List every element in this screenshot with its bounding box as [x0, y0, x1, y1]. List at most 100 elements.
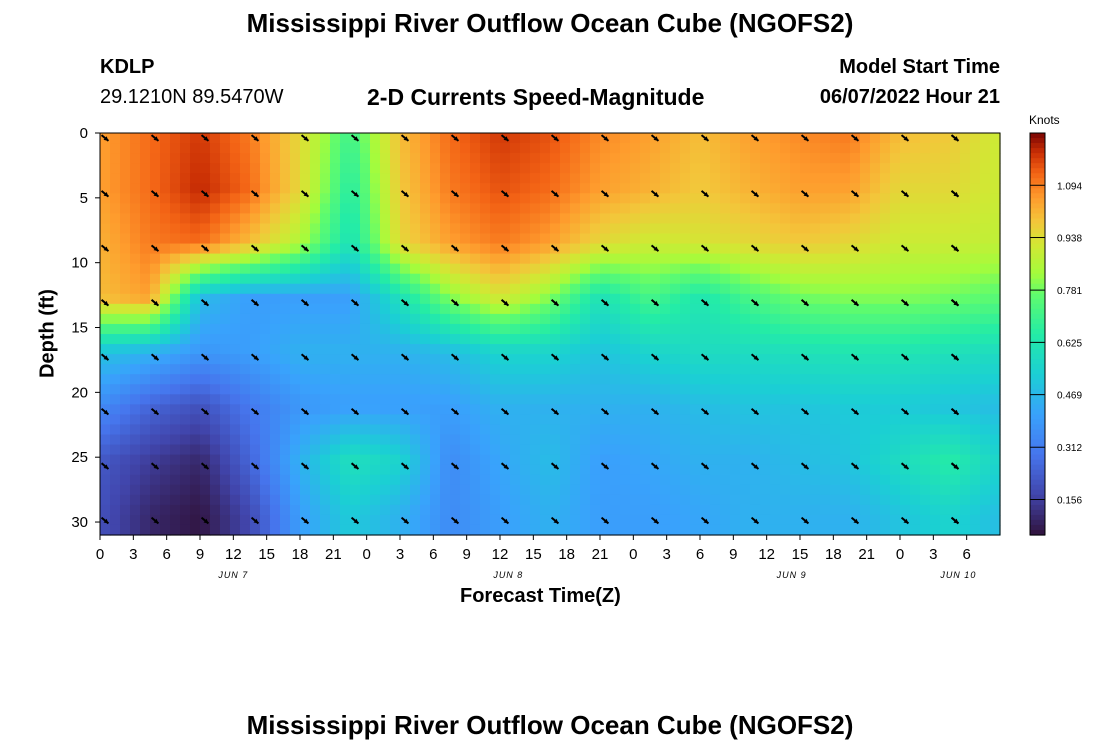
heatmap-cell [150, 364, 161, 375]
heatmap-cell [120, 484, 131, 496]
current-arrow-head [553, 246, 559, 252]
heatmap-cell [950, 313, 961, 325]
heatmap-cell [200, 464, 211, 476]
heatmap-cell [270, 173, 281, 184]
heatmap-cell [700, 223, 711, 235]
heatmap-cell [950, 153, 961, 164]
heatmap-cell [500, 213, 511, 225]
heatmap-cell [700, 494, 711, 506]
heatmap-cell [310, 424, 321, 436]
heatmap-cell [100, 283, 111, 295]
heatmap-cell [350, 454, 361, 466]
heatmap-cell [260, 163, 271, 174]
heatmap-cell [130, 524, 141, 536]
heatmap-cell [200, 233, 211, 245]
heatmap-cell [510, 464, 521, 476]
heatmap-cell [120, 334, 131, 345]
heatmap-cell [440, 344, 451, 355]
heatmap-cell [860, 524, 871, 536]
heatmap-cell [340, 524, 351, 536]
heatmap-cell [680, 233, 691, 245]
heatmap-cell [400, 524, 411, 536]
heatmap-cell [820, 253, 831, 265]
heatmap-cell [510, 424, 521, 436]
heatmap-cell [210, 143, 221, 154]
colorbar-segment [1030, 328, 1045, 335]
heatmap-cell [740, 354, 751, 365]
heatmap-cell [600, 434, 611, 446]
heatmap-cell [470, 233, 481, 245]
heatmap-cell [440, 173, 451, 184]
heatmap-cell [480, 494, 491, 506]
heatmap-cell [360, 173, 371, 184]
current-arrow-head [503, 191, 509, 197]
heatmap-cell [920, 173, 931, 184]
heatmap-cell [830, 203, 841, 214]
heatmap-cell [390, 153, 401, 164]
heatmap-cell [770, 163, 781, 174]
heatmap-cell [780, 364, 791, 375]
heatmap-cell [660, 253, 671, 265]
colorbar-segment [1030, 349, 1045, 355]
heatmap-cell [390, 243, 401, 255]
heatmap-cell [130, 143, 141, 154]
heatmap-cell [900, 444, 911, 456]
heatmap-cell [860, 414, 871, 426]
heatmap-cell [460, 364, 471, 375]
heatmap-cell [170, 193, 181, 204]
current-arrow-head [453, 464, 459, 469]
heatmap-cell [460, 424, 471, 436]
heatmap-cell [370, 354, 381, 365]
heatmap-cell [470, 313, 481, 325]
heatmap-cell [560, 203, 571, 214]
heatmap-cell [890, 193, 901, 204]
heatmap-cell [440, 213, 451, 225]
heatmap-cell [850, 404, 861, 415]
heatmap-cell [270, 293, 281, 305]
heatmap-cell [170, 414, 181, 426]
heatmap-cell [170, 183, 181, 194]
current-arrow [750, 134, 760, 142]
heatmap-cell [720, 303, 731, 315]
colorbar-segment [1030, 148, 1045, 154]
heatmap-cell [270, 454, 281, 466]
heatmap-cell [130, 504, 141, 516]
heatmap-cell [340, 213, 351, 225]
heatmap-cell [740, 384, 751, 395]
heatmap-cell [330, 404, 341, 415]
heatmap-cell [690, 424, 701, 436]
heatmap-cell [370, 233, 381, 245]
heatmap-cell [560, 173, 571, 184]
heatmap-cell [310, 273, 321, 285]
heatmap-cell [400, 283, 411, 295]
current-arrow-head [103, 191, 109, 197]
heatmap-cell [660, 263, 671, 275]
heatmap-cell [620, 444, 631, 456]
heatmap-cell [270, 434, 281, 446]
current-arrow-head [403, 136, 409, 141]
heatmap-cell [680, 183, 691, 194]
heatmap-cell [880, 514, 891, 526]
heatmap-cell [410, 223, 421, 235]
heatmap-cell [410, 464, 421, 476]
heatmap-cell [210, 524, 221, 536]
heatmap-cell [390, 504, 401, 516]
heatmap-cell [740, 444, 751, 456]
heatmap-cell [400, 414, 411, 426]
heatmap-cell [640, 494, 651, 506]
heatmap-cell [260, 504, 271, 516]
heatmap-cell [630, 374, 641, 385]
heatmap-cell [950, 484, 961, 496]
heatmap-cell [370, 374, 381, 385]
heatmap-cell [990, 263, 1001, 275]
heatmap-cell [100, 263, 111, 275]
heatmap-cell [760, 143, 771, 154]
heatmap-cell [870, 303, 881, 315]
heatmap-cell [960, 344, 971, 355]
heatmap-cell [990, 334, 1001, 345]
heatmap-cell [430, 213, 441, 225]
current-arrow [250, 516, 260, 525]
heatmap-cell [110, 494, 121, 506]
heatmap-cell [910, 173, 921, 184]
current-arrow [550, 190, 560, 198]
